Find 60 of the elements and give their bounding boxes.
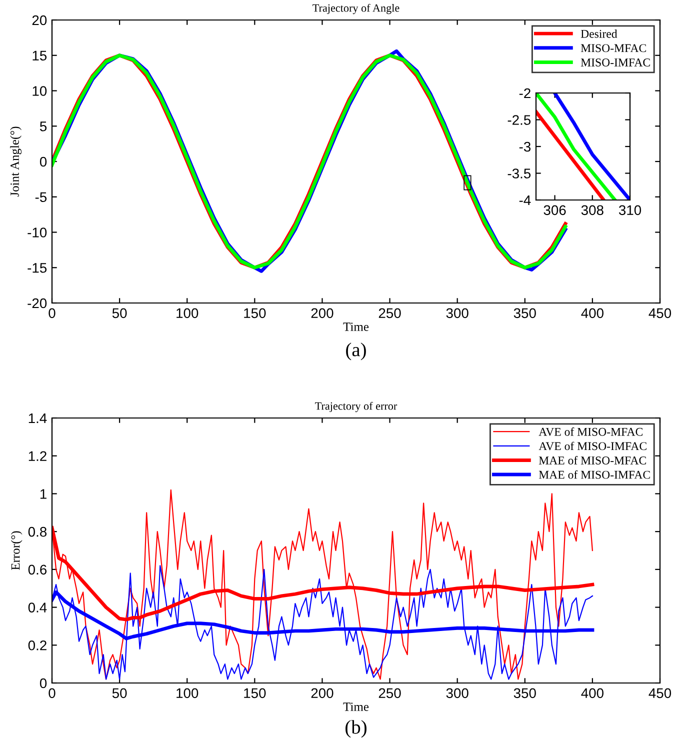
x-tick-label: 0 [48,688,56,698]
x-tick-label: 100 [176,688,198,698]
chart-title: Trajectory of error [315,402,398,412]
x-tick-label: 400 [581,308,604,318]
y-tick-label: 1.2 [28,451,46,461]
y-tick-label: -5 [35,192,47,202]
y-tick-label: 0.8 [28,526,47,537]
y-tick-label: -4 [519,195,531,206]
x-tick-label: 200 [311,308,334,318]
y-tick-label: 5 [40,122,47,132]
y-tick-label: 0.6 [28,564,47,575]
legend-label: AVE of MISO-IMFAC [538,442,646,450]
y-axis-title: Error(°) [10,531,22,570]
y-tick-label: 0.2 [28,640,46,650]
y-tick-label: -20 [28,298,47,308]
x-tick-label: 50 [112,688,127,698]
x-tick-label: 50 [112,308,127,318]
x-tick-label: 300 [446,688,468,698]
x-tick-label: 300 [446,308,468,318]
y-tick-label: 15 [32,50,47,61]
y-tick-label: -3 [519,142,531,152]
y-tick-label: 1 [40,489,46,499]
x-tick-label: 308 [581,205,604,216]
y-tick-label: 0 [40,156,47,167]
y-tick-label: -3.5 [508,168,531,178]
y-tick-label: 20 [32,15,47,26]
x-tick-label: 350 [514,308,536,318]
y-tick-label: -2 [519,88,530,98]
x-tick-label: 310 [618,205,642,216]
x-tick-label: 350 [514,688,536,698]
y-axis-title: Joint Angle(°) [10,126,22,197]
x-tick-label: 450 [648,308,672,318]
x-axis-title: Time [343,322,369,331]
legend-label: MAE of MISO-MFAC [538,456,646,464]
y-tick-label: 0 [40,678,47,688]
y-tick-label: -15 [28,263,47,273]
x-tick-label: 250 [378,308,401,318]
y-tick-label: 1.4 [28,413,47,424]
legend-label: MISO-MFAC [580,44,646,52]
y-tick-label: -2.5 [508,115,531,125]
x-tick-label: 250 [378,688,401,698]
x-tick-label: 200 [311,688,334,698]
legend-label: AVE of MISO-MFAC [538,427,642,436]
text: (a) [346,342,366,360]
x-tick-label: 450 [648,688,672,698]
x-axis-title: Time [343,702,369,711]
y-tick-label: 0.4 [28,602,47,612]
x-tick-label: 150 [244,308,266,318]
legend-label: MAE of MISO-IMFAC [538,470,650,479]
x-tick-label: 306 [544,205,566,216]
x-tick-label: 150 [244,688,266,698]
y-tick-label: 10 [32,86,47,96]
legend-label: MISO-IMFAC [580,58,650,66]
y-tick-label: -10 [28,228,47,238]
chart-title: Trajectory of Angle [312,4,400,14]
legend-label: Desired [580,30,618,38]
text: (b) [346,720,366,738]
x-tick-label: 0 [48,308,56,318]
x-tick-label: 400 [581,688,604,698]
x-tick-label: 100 [176,308,198,318]
